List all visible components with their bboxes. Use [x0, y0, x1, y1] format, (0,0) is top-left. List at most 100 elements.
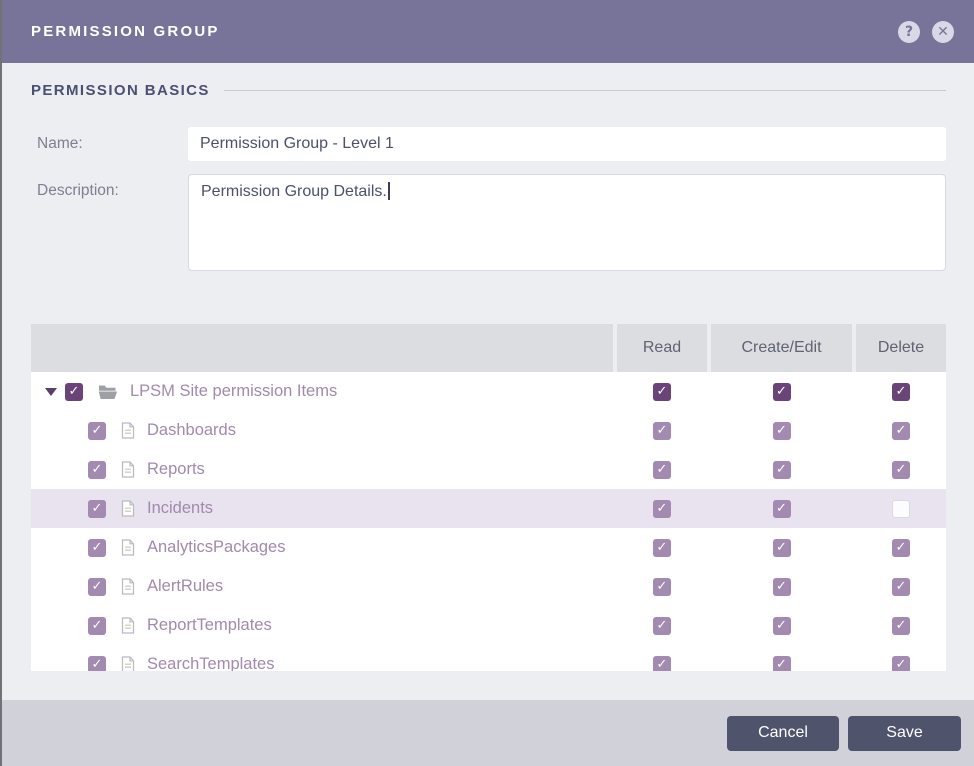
- create-edit-checkbox[interactable]: ✓: [772, 577, 791, 596]
- create-edit-checkbox[interactable]: ✓: [772, 382, 791, 401]
- permission-cell: ✓: [856, 538, 946, 557]
- read-checkbox[interactable]: ✓: [653, 538, 671, 557]
- expand-collapse-arrow-icon[interactable]: [45, 387, 57, 396]
- tree-item-label: AnalyticsPackages: [147, 538, 286, 556]
- tree-item-label: Incidents: [147, 499, 214, 517]
- permission-table: Read Create/Edit Delete ✓ LPSM Site permi…: [31, 324, 946, 671]
- row-checkbox[interactable]: ✓: [88, 499, 106, 518]
- read-checkbox[interactable]: ✓: [653, 616, 671, 635]
- tree-row[interactable]: ✓ ReportTemplates ✓ ✓ ✓: [31, 606, 946, 645]
- read-checkbox[interactable]: ✓: [653, 499, 671, 518]
- cancel-button[interactable]: Cancel: [727, 715, 839, 751]
- name-label: Name:: [37, 135, 83, 152]
- permission-cell: ✓: [711, 382, 852, 401]
- tree-item-label: LPSM Site permission Items: [130, 382, 338, 400]
- tree-row[interactable]: ✓ LPSM Site permission Items ✓ ✓ ✓: [31, 372, 946, 411]
- description-label: Description:: [37, 182, 119, 199]
- row-checkbox[interactable]: ✓: [88, 538, 106, 557]
- delete-checkbox[interactable]: ✓: [892, 421, 910, 440]
- permission-cell: ✓: [617, 538, 707, 557]
- tree-item: ✓ Reports: [31, 460, 613, 479]
- delete-checkbox[interactable]: [892, 499, 910, 518]
- read-checkbox[interactable]: ✓: [653, 577, 671, 596]
- permission-cell: ✓: [856, 655, 946, 671]
- tree-item: ✓ Incidents: [31, 499, 613, 518]
- delete-checkbox[interactable]: ✓: [892, 460, 910, 479]
- help-icon: ?: [904, 23, 914, 40]
- delete-checkbox[interactable]: ✓: [892, 655, 910, 671]
- folder-icon: [98, 384, 118, 400]
- file-icon: [121, 539, 135, 556]
- tree-row[interactable]: ✓ AnalyticsPackages ✓ ✓ ✓: [31, 528, 946, 567]
- create-edit-checkbox[interactable]: ✓: [772, 460, 791, 479]
- row-checkbox[interactable]: ✓: [88, 577, 106, 596]
- titlebar-icons: ? ✕: [898, 20, 954, 43]
- close-icon: ✕: [937, 23, 949, 40]
- delete-checkbox[interactable]: ✓: [892, 382, 910, 401]
- create-edit-checkbox[interactable]: ✓: [772, 538, 791, 557]
- tree-row[interactable]: ✓ SearchTemplates ✓ ✓ ✓: [31, 645, 946, 671]
- tree-item-label: SearchTemplates: [147, 655, 275, 671]
- dialog-titlebar: PERMISSION GROUP ? ✕: [2, 0, 974, 63]
- tree-row[interactable]: ✓ AlertRules ✓ ✓ ✓: [31, 567, 946, 606]
- read-checkbox[interactable]: ✓: [653, 655, 671, 671]
- file-icon: [121, 578, 135, 595]
- column-header-read: Read: [617, 324, 707, 372]
- permission-cell: ✓: [856, 382, 946, 401]
- file-icon: [121, 656, 135, 671]
- row-checkbox[interactable]: ✓: [65, 382, 83, 401]
- tree-row[interactable]: ✓ Incidents ✓ ✓: [31, 489, 946, 528]
- dialog-title: PERMISSION GROUP: [31, 23, 220, 40]
- tree-item: ✓ Dashboards: [31, 421, 613, 440]
- delete-checkbox[interactable]: ✓: [892, 538, 910, 557]
- tree-item: ✓ SearchTemplates: [31, 655, 613, 671]
- permission-cell: ✓: [711, 538, 852, 557]
- create-edit-checkbox[interactable]: ✓: [772, 655, 791, 671]
- close-button[interactable]: ✕: [932, 20, 954, 43]
- tree-item: ✓ AlertRules: [31, 577, 613, 596]
- permission-cell: ✓: [617, 460, 707, 479]
- permission-cell: ✓: [856, 577, 946, 596]
- read-checkbox[interactable]: ✓: [653, 460, 671, 479]
- delete-checkbox[interactable]: ✓: [892, 616, 910, 635]
- help-button[interactable]: ?: [898, 20, 920, 43]
- section-divider: [223, 90, 946, 91]
- read-checkbox[interactable]: ✓: [653, 421, 671, 440]
- permission-tree-body: ✓ LPSM Site permission Items ✓ ✓ ✓ ✓ Dashboard…: [31, 372, 946, 671]
- delete-checkbox[interactable]: ✓: [892, 577, 910, 596]
- permission-table-header: Read Create/Edit Delete: [31, 324, 946, 372]
- permission-cell: ✓: [617, 499, 707, 518]
- tree-item-label: ReportTemplates: [147, 616, 272, 634]
- name-input[interactable]: [188, 127, 946, 161]
- file-icon: [121, 500, 135, 517]
- permission-cell: ✓: [711, 577, 852, 596]
- file-icon: [121, 461, 135, 478]
- column-header-delete: Delete: [856, 324, 946, 372]
- read-checkbox[interactable]: ✓: [653, 382, 671, 401]
- permission-cell: ✓: [617, 616, 707, 635]
- section-title: PERMISSION BASICS: [31, 82, 210, 99]
- column-header-create-edit: Create/Edit: [711, 324, 852, 372]
- dialog-body: PERMISSION BASICS Name: Description: Per…: [2, 63, 974, 700]
- create-edit-checkbox[interactable]: ✓: [772, 499, 791, 518]
- file-icon: [121, 617, 135, 634]
- tree-row[interactable]: ✓ Reports ✓ ✓ ✓: [31, 450, 946, 489]
- row-checkbox[interactable]: ✓: [88, 421, 106, 440]
- save-button[interactable]: Save: [848, 715, 961, 751]
- description-textarea[interactable]: Permission Group Details.: [188, 174, 946, 271]
- section-heading: PERMISSION BASICS: [31, 82, 946, 99]
- dialog-footer: Cancel Save: [2, 700, 974, 766]
- permission-cell: ✓: [617, 577, 707, 596]
- create-edit-checkbox[interactable]: ✓: [772, 421, 791, 440]
- permission-cell: ✓: [856, 616, 946, 635]
- row-checkbox[interactable]: ✓: [88, 460, 106, 479]
- tree-item-label: AlertRules: [147, 577, 224, 595]
- tree-row[interactable]: ✓ Dashboards ✓ ✓ ✓: [31, 411, 946, 450]
- permission-cell: [856, 499, 946, 518]
- row-checkbox[interactable]: ✓: [88, 616, 106, 635]
- tree-item-label: Dashboards: [147, 421, 236, 439]
- text-cursor: [387, 182, 390, 200]
- row-checkbox[interactable]: ✓: [88, 655, 106, 671]
- create-edit-checkbox[interactable]: ✓: [772, 616, 791, 635]
